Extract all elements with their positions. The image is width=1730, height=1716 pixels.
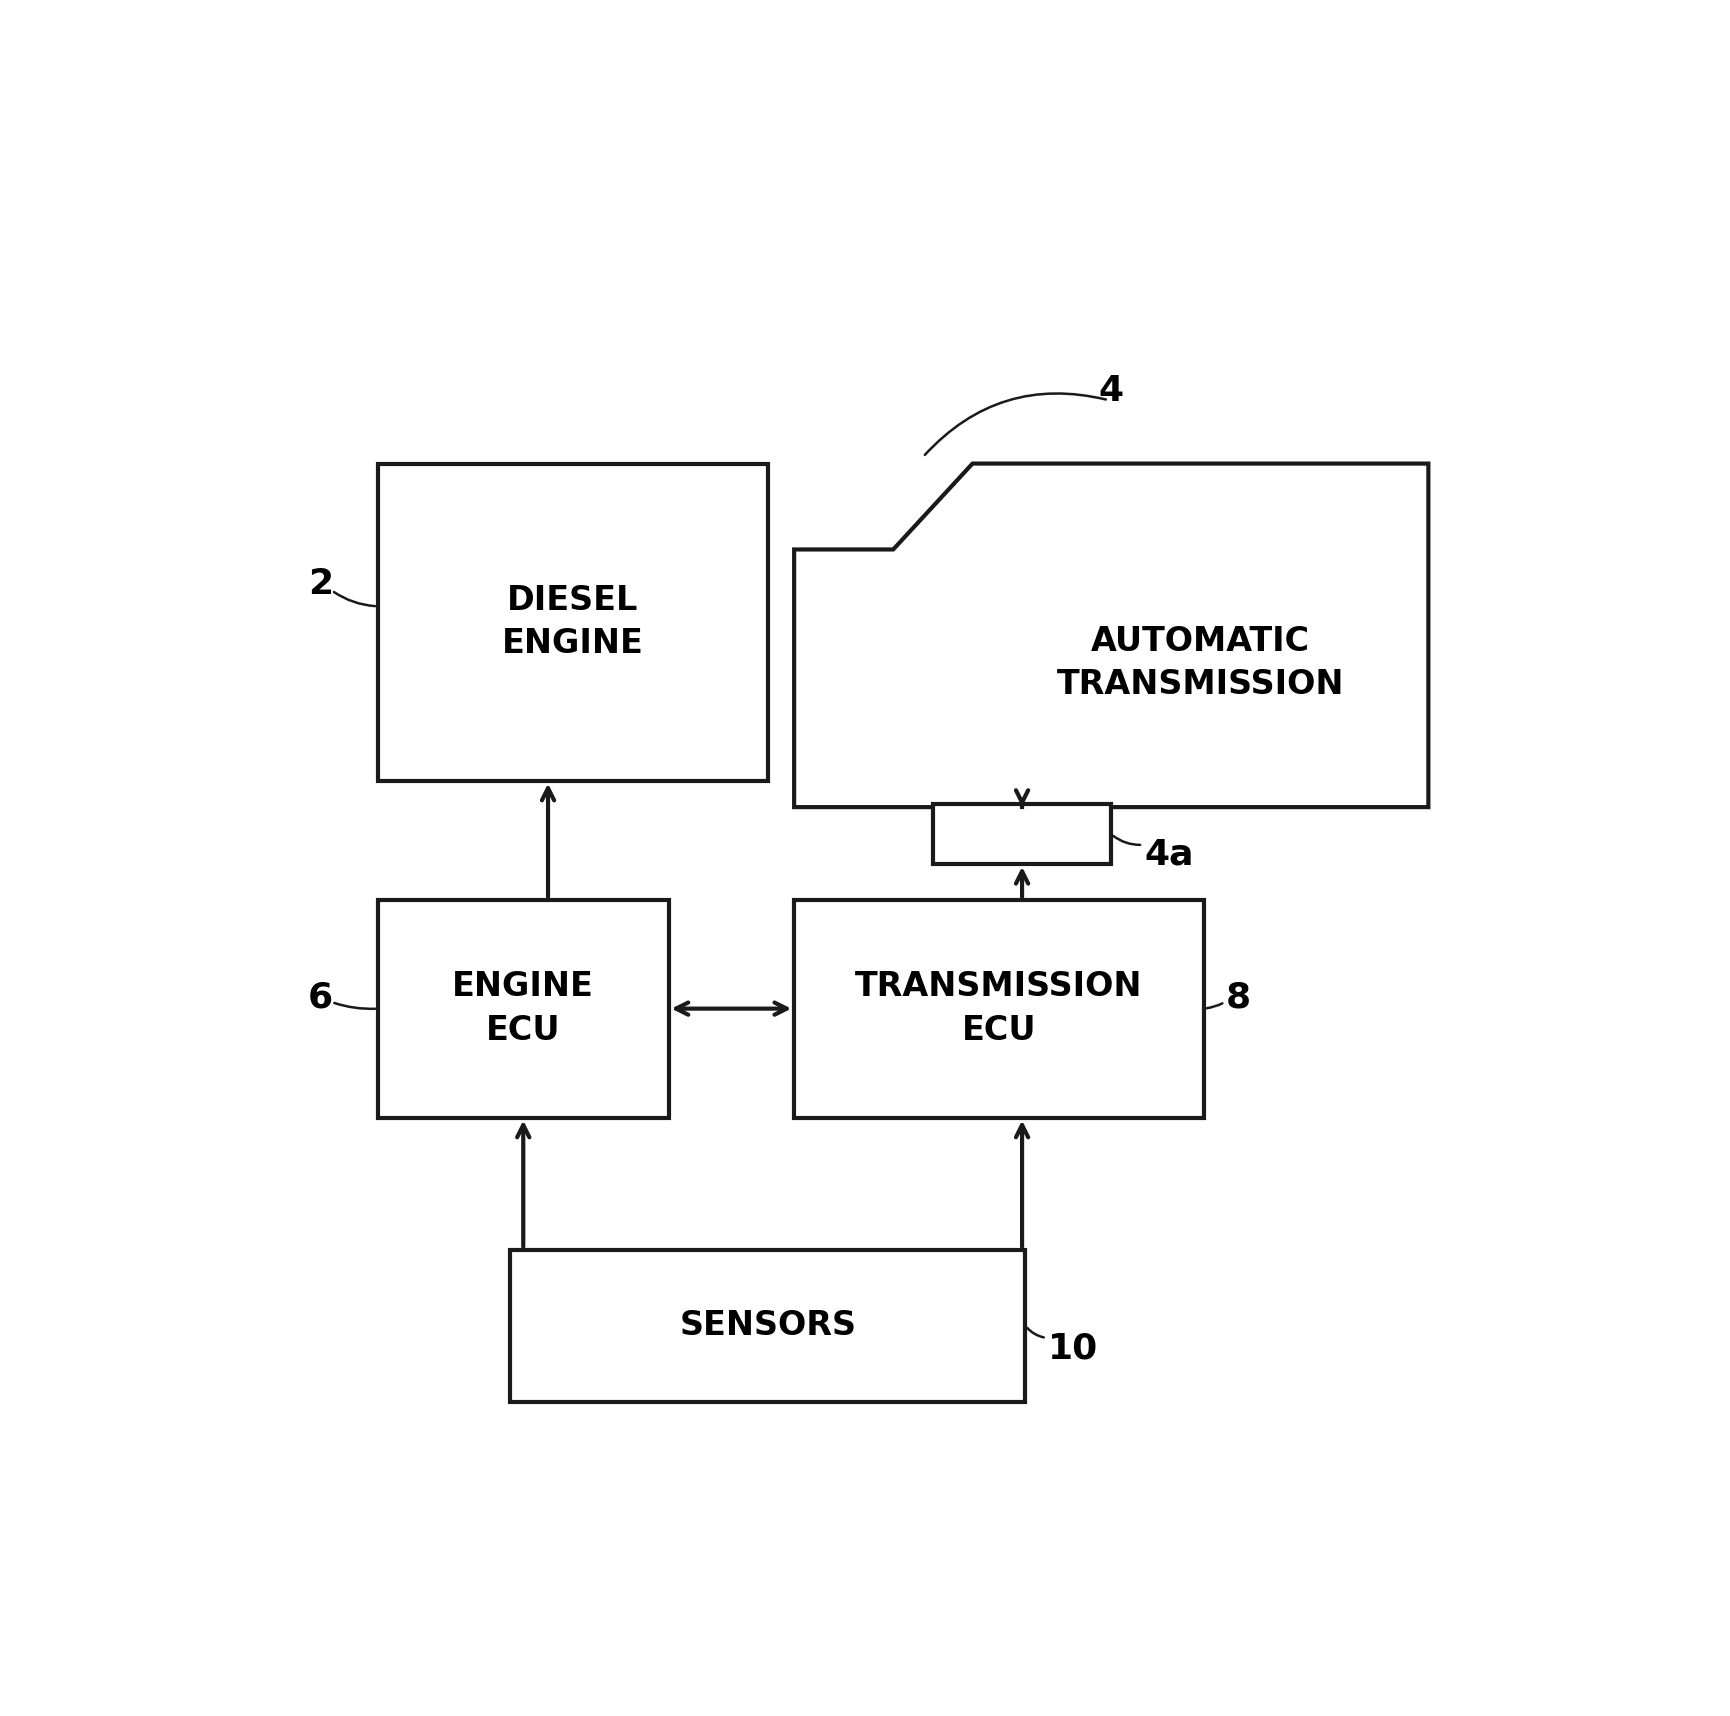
Text: 10: 10 (1048, 1332, 1099, 1366)
Bar (932, 805, 1111, 863)
Text: SENSORS: SENSORS (680, 1309, 856, 1342)
Text: AUTOMATIC
TRANSMISSION: AUTOMATIC TRANSMISSION (1057, 625, 1344, 702)
Text: 8: 8 (1227, 982, 1251, 1014)
Polygon shape (794, 463, 1429, 807)
Text: TRANSMISSION
ECU: TRANSMISSION ECU (855, 971, 1144, 1047)
Text: 2: 2 (308, 566, 332, 601)
Text: 4: 4 (1099, 374, 1123, 408)
Bar (377, 899, 668, 1117)
Text: 4a: 4a (1144, 837, 1194, 872)
Bar (377, 463, 768, 781)
Text: ENGINE
ECU: ENGINE ECU (452, 971, 593, 1047)
Text: DIESEL
ENGINE: DIESEL ENGINE (502, 583, 644, 661)
Text: 6: 6 (308, 982, 332, 1014)
Bar (794, 899, 1204, 1117)
Bar (510, 1249, 1026, 1402)
